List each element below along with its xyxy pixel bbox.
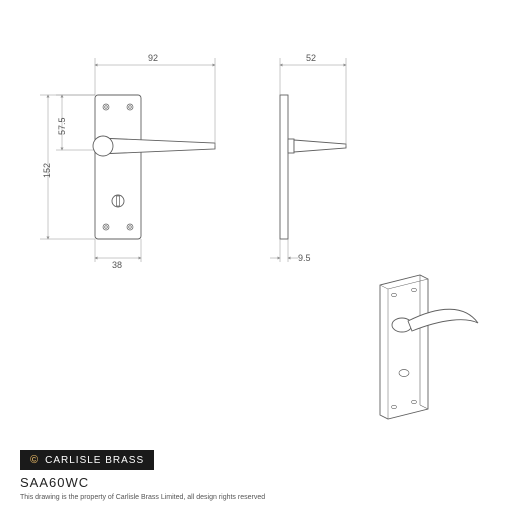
handle-lever xyxy=(99,138,215,154)
thumb-turn xyxy=(112,195,124,207)
copyright-disclaimer: This drawing is the property of Carlisle… xyxy=(20,494,265,501)
dim-38: 38 xyxy=(112,260,122,270)
brand-icon: © xyxy=(30,454,39,466)
product-code: SAA60WC xyxy=(20,475,89,490)
screw-holes xyxy=(103,104,133,230)
dim-9-5: 9.5 xyxy=(298,253,311,263)
brand-name: CARLISLE BRASS xyxy=(45,455,144,466)
dimensions xyxy=(40,58,346,262)
brand-logo: © CARLISLE BRASS xyxy=(20,450,154,470)
front-view xyxy=(93,95,215,239)
dim-92: 92 xyxy=(148,53,158,63)
backplate-side xyxy=(280,95,288,239)
dim-52: 52 xyxy=(306,53,316,63)
drawing-canvas xyxy=(0,0,515,515)
dim-152: 152 xyxy=(42,163,52,178)
side-view xyxy=(280,95,346,239)
dim-57-5: 57.5 xyxy=(57,117,67,135)
handle-boss xyxy=(93,136,113,156)
handle-lever-side xyxy=(294,140,346,152)
backplate xyxy=(95,95,141,239)
perspective-view xyxy=(380,275,478,419)
